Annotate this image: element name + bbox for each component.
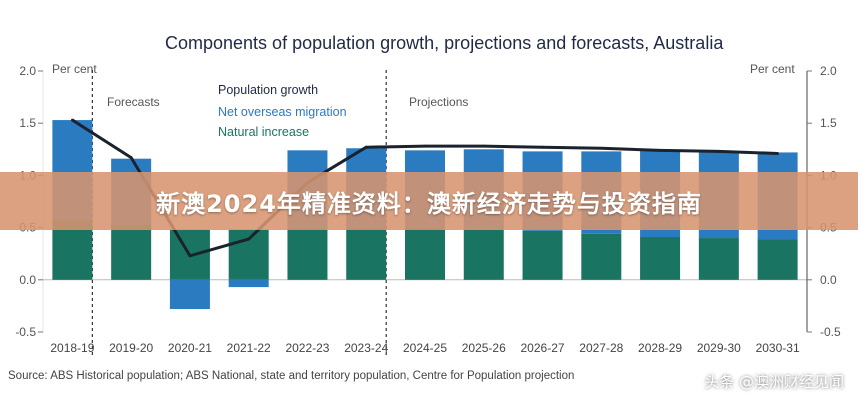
x-tick-label: 2030-31	[756, 341, 800, 355]
x-tick-label: 2018-19	[50, 341, 94, 355]
bar-natural-increase	[405, 228, 445, 280]
annotation-forecasts: Forecasts	[107, 95, 160, 109]
chart-title: Components of population growth, project…	[165, 33, 724, 53]
bar-natural-increase	[111, 224, 152, 280]
bar-natural-increase	[698, 238, 739, 280]
bar-natural-increase	[640, 236, 681, 280]
bar-natural-increase	[581, 233, 622, 280]
x-tick-label: 2020-21	[168, 341, 212, 355]
y-tick-left: -0.5	[15, 325, 36, 339]
point-population-growth	[482, 144, 486, 148]
title-banner: 新澳2024年精准资料：澳新经济走势与投资指南	[0, 172, 858, 230]
x-tick-label: 2021-22	[227, 341, 271, 355]
legend-item-ni: Natural increase	[218, 125, 309, 139]
bar-natural-increase	[757, 239, 798, 280]
legend-item-nom: Net overseas migration	[218, 105, 347, 119]
bar-net-overseas-migration	[169, 279, 210, 310]
point-population-growth	[541, 145, 544, 149]
banner-text: 新澳2024年精准资料：澳新经济走势与投资指南	[156, 189, 702, 218]
x-tick-label: 2026-27	[521, 341, 565, 355]
y-tick-left: 0.0	[19, 273, 36, 287]
x-tick-label: 2027-28	[579, 341, 623, 355]
bar-natural-increase	[287, 228, 328, 280]
point-population-growth	[247, 237, 251, 241]
point-population-growth	[776, 152, 780, 155]
point-population-growth	[658, 148, 662, 152]
bar-natural-increase	[52, 220, 93, 280]
point-population-growth	[423, 144, 427, 148]
point-population-growth	[364, 145, 368, 149]
y-axis-label-left: Per cent	[52, 62, 97, 76]
x-tick-label: 2019-20	[109, 341, 153, 355]
annotation-projections: Projections	[409, 95, 468, 109]
point-population-growth	[129, 156, 133, 160]
bar-natural-increase	[346, 228, 387, 280]
x-tick-label: 2028-29	[638, 341, 682, 355]
x-tick-label: 2025-26	[462, 341, 506, 355]
bar-net-overseas-migration	[228, 279, 269, 288]
x-tick-label: 2029-30	[697, 341, 741, 355]
y-tick-right: 1.5	[820, 116, 837, 130]
x-tick-label: 2024-25	[403, 341, 447, 355]
source-note: Source: ABS Historical population; ABS N…	[8, 370, 575, 382]
y-tick-right: -0.5	[820, 325, 841, 339]
x-tick-label: 2023-24	[344, 341, 388, 355]
point-population-growth	[599, 146, 603, 150]
y-tick-left: 2.0	[19, 64, 36, 78]
y-tick-right: 0.0	[820, 273, 837, 287]
x-tick-label: 2022-23	[285, 341, 329, 355]
point-population-growth	[188, 254, 192, 258]
y-axis-label-right: Per cent	[750, 62, 795, 76]
bar-natural-increase	[522, 230, 563, 280]
bar-natural-increase	[463, 229, 504, 280]
legend-title: Population growth	[218, 83, 318, 97]
watermark: 头条 @澳洲财经见闻	[704, 373, 844, 391]
y-tick-left: 1.5	[19, 116, 36, 130]
point-population-growth	[717, 149, 721, 153]
y-tick-right: 2.0	[820, 64, 837, 78]
point-population-growth	[70, 118, 74, 122]
